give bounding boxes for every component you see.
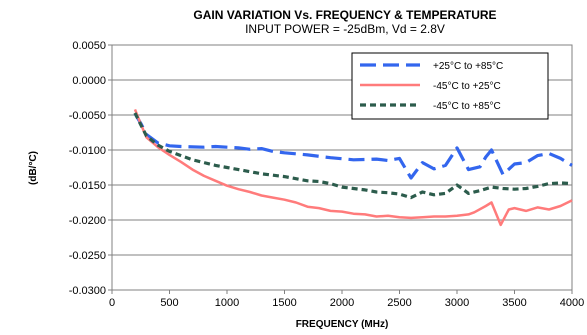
y-tick-label: 0.0050 <box>72 40 106 52</box>
legend: +25°C to +85°C -45°C to +25°C -45°C to +85… <box>352 53 548 119</box>
x-tick-label: 3000 <box>445 297 469 309</box>
y-tick-label: -0.0150 <box>69 180 106 192</box>
y-tick-label: -0.0050 <box>69 110 106 122</box>
chart-subtitle: INPUT POWER = -25dBm, Vd = 2.8V <box>245 22 445 36</box>
x-tick-label: 2000 <box>330 297 354 309</box>
y-tick-label: -0.0300 <box>69 285 106 297</box>
x-tick-label: 4000 <box>560 297 584 309</box>
y-tick-label: -0.0250 <box>69 250 106 262</box>
y-tick-label: -0.0200 <box>69 215 106 227</box>
legend-label-3: -45°C to +85°C <box>433 101 501 112</box>
y-axis-label: (dB/°C) <box>28 151 39 185</box>
chart-title: GAIN VARIATION Vs. FREQUENCY & TEMPERATU… <box>193 8 496 22</box>
legend-label-2: -45°C to +25°C <box>433 81 501 92</box>
x-tick-label: 0 <box>109 297 115 309</box>
x-tick-label: 1000 <box>215 297 239 309</box>
x-axis-label: FREQUENCY (MHz) <box>296 319 389 330</box>
y-tick-label: 0.0000 <box>72 75 106 87</box>
x-tick-label: 500 <box>160 297 178 309</box>
legend-label-1: +25°C to +85°C <box>433 61 503 72</box>
y-tick-label: -0.0100 <box>69 145 106 157</box>
x-tick-label: 1500 <box>272 297 296 309</box>
x-tick-label: 2500 <box>387 297 411 309</box>
x-tick-label: 3500 <box>502 297 526 309</box>
